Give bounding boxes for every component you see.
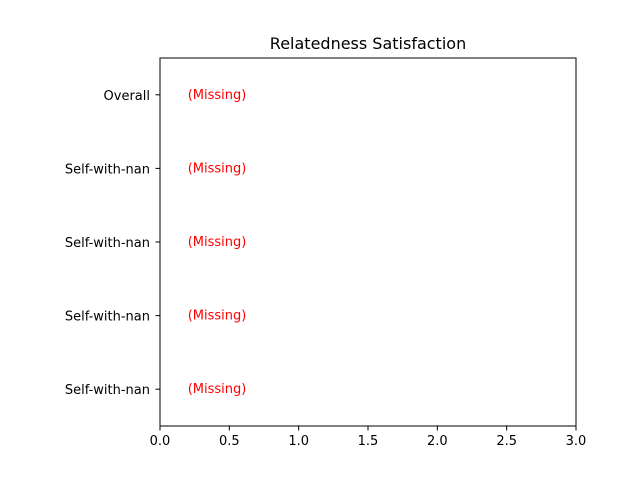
missing-annotation: (Missing): [188, 382, 247, 397]
x-tick-label: 2.5: [496, 434, 517, 449]
x-tick-label: 1.0: [288, 434, 309, 449]
x-tick-label: 3.0: [566, 434, 587, 449]
chart-title: Relatedness Satisfaction: [270, 34, 466, 53]
y-tick-label: Overall: [104, 89, 150, 104]
x-tick-label: 1.5: [358, 434, 379, 449]
missing-annotation: (Missing): [188, 309, 247, 324]
missing-annotation: (Missing): [188, 161, 247, 176]
missing-annotation: (Missing): [188, 88, 247, 103]
y-axis: Overall Self-with-nan Self-with-nan Self-wi…: [65, 89, 160, 398]
x-tick-label: 0.5: [219, 434, 240, 449]
y-tick-label: Self-with-nan: [65, 162, 150, 177]
y-tick-label: Self-with-nan: [65, 236, 150, 251]
missing-annotation: (Missing): [188, 235, 247, 250]
y-tick-label: Self-with-nan: [65, 310, 150, 325]
annotations: (Missing) (Missing) (Missing) (Missing) (Mis…: [159, 76, 247, 408]
y-tick-label: Self-with-nan: [65, 383, 150, 398]
x-tick-label: 0.0: [150, 434, 171, 449]
x-axis: 0.0 0.5 1.0 1.5 2.0 2.5 3.0: [150, 426, 587, 449]
x-tick-label: 2.0: [427, 434, 448, 449]
